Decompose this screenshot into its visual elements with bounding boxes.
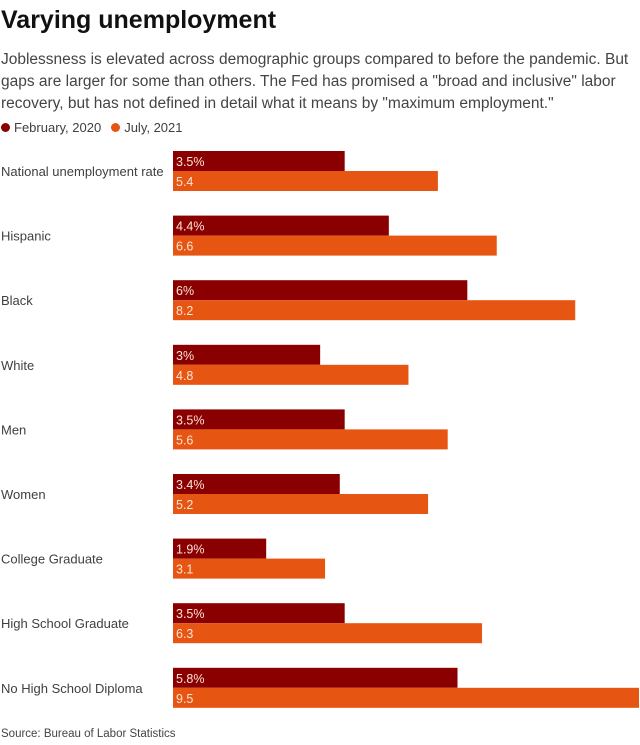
category-label: National unemployment rate	[1, 164, 164, 179]
data-label: 9.5	[176, 692, 193, 706]
bar-feb-2020	[173, 474, 340, 494]
source-note: Source: Bureau of Labor Statistics	[1, 728, 176, 740]
bar-jul-2021	[173, 623, 483, 644]
legend-label: July, 2021	[124, 120, 183, 135]
data-label: 3.5%	[176, 413, 205, 427]
bar-feb-2020	[173, 667, 458, 688]
legend: February, 2020 July, 2021	[1, 120, 183, 135]
chart-subtitle: Joblessness is elevated across demograph…	[1, 51, 629, 112]
legend-item-feb-2020: February, 2020	[1, 120, 101, 135]
category-label: High School Graduate	[1, 616, 129, 631]
bar-jul-2021	[173, 364, 409, 385]
bar-feb-2020	[173, 409, 345, 430]
data-label: 6%	[176, 284, 194, 298]
legend-label: February, 2020	[14, 120, 102, 135]
data-label: 4.8	[176, 369, 193, 383]
data-label: 3.5%	[176, 607, 205, 621]
bar-feb-2020	[173, 538, 267, 559]
data-label: 4.4%	[176, 220, 205, 234]
data-label: 6.6	[176, 240, 193, 254]
category-label: Black	[1, 293, 33, 308]
category-label: Men	[1, 422, 26, 437]
data-label: 1.9%	[176, 543, 205, 557]
bar-jul-2021	[173, 235, 497, 256]
bar-jul-2021	[173, 687, 639, 708]
bar-feb-2020	[173, 215, 389, 236]
bar-feb-2020	[173, 280, 468, 301]
bar-jul-2021	[173, 558, 326, 579]
category-label: No High School Diploma	[1, 681, 143, 696]
bar-feb-2020	[173, 151, 345, 171]
data-label: 6.3	[176, 627, 193, 641]
data-label: 3%	[176, 349, 194, 363]
chart-title: Varying unemployment	[1, 6, 277, 34]
bar-feb-2020	[173, 603, 345, 624]
data-label: 5.4	[176, 175, 193, 189]
legend-dot-icon	[111, 123, 121, 132]
data-label: 8.2	[176, 304, 193, 318]
category-label: College Graduate	[1, 552, 103, 567]
bar-jul-2021	[173, 171, 438, 191]
category-label: Women	[1, 487, 46, 502]
bar-jul-2021	[173, 300, 576, 321]
legend-dot-icon	[1, 123, 10, 132]
data-label: 5.6	[176, 433, 193, 447]
bar-jul-2021	[173, 429, 448, 450]
data-label: 3.1	[176, 563, 193, 577]
data-label: 3.5%	[176, 155, 205, 169]
legend-item-jul-2021: July, 2021	[111, 120, 183, 135]
data-label: 5.8%	[176, 672, 205, 686]
category-label: White	[1, 358, 34, 373]
category-label: Hispanic	[1, 229, 51, 244]
bar-feb-2020	[173, 344, 321, 365]
data-label: 3.4%	[176, 478, 205, 492]
data-label: 5.2	[176, 498, 193, 512]
bar-jul-2021	[173, 494, 429, 514]
